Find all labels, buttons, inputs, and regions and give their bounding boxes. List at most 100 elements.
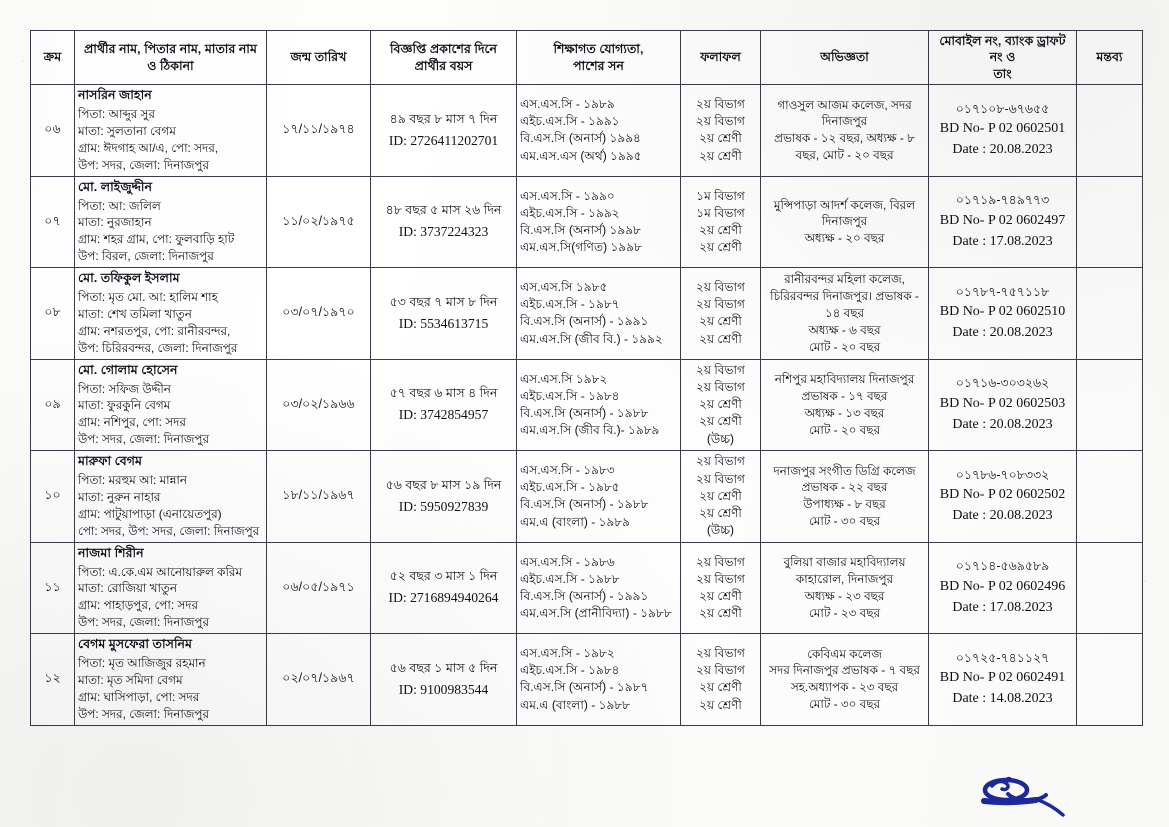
bank-draft-date: Date : 20.08.2023 bbox=[952, 508, 1053, 524]
experience-line: কেবিএম কলেজ bbox=[807, 646, 882, 661]
result-line: ২য় শ্রেণী bbox=[699, 131, 742, 146]
cell-applicant-name: নাজমা শিরীন পিতা: এ.কে.এম আনোয়ারুল করিম ম… bbox=[74, 541, 267, 635]
education-line: এইচ.এস.সি - ১৯৯১ bbox=[520, 114, 620, 129]
education-line: এম.এস.সি (প্রানীবিদ্যা) - ১৯৮৮ bbox=[520, 606, 672, 621]
cell-serial: ০৭ bbox=[30, 175, 75, 269]
mother-name: মাতা: মৃত সমিদা বেগম bbox=[78, 672, 183, 687]
cell-applicant-name: মো. তফিকুল ইসলাম পিতা: মৃত মো. আ: হালিম শ… bbox=[74, 267, 267, 360]
cell-result: ২য় বিভাগ ২য় বিভাগ ২য় শ্রেণী ২য় শ্রেণী (উ… bbox=[680, 358, 761, 452]
experience-line: মোট - ৩০ বছর bbox=[808, 514, 881, 529]
cell-serial: ১২ bbox=[30, 633, 75, 726]
education-line: বি.এস.সি (অনার্স) ১৯৯৪ bbox=[520, 131, 641, 146]
column-header-age-line2: প্রার্থীর বয়স bbox=[414, 58, 473, 73]
mother-name: মাতা: নুরজাহান bbox=[78, 215, 152, 230]
education-line: এইচ.এস.সি - ১৯৮৪ bbox=[520, 663, 620, 678]
cell-result: ২য় বিভাগ ২য় বিভাগ ২য় শ্রেণী ২য় শ্রেণী bbox=[680, 633, 761, 726]
column-header-name-line1: প্রার্থীর নাম, পিতার নাম, মাতার নাম bbox=[84, 42, 257, 57]
experience-line: অধ্যক্ষ - ১৩ বছর bbox=[804, 405, 885, 420]
mother-name: মাতা: ফুরকুনি বেগম bbox=[78, 398, 171, 413]
education-line: এইচ.এস.সি - ১৯৯২ bbox=[520, 205, 620, 220]
education-line: এইচ.এস.সি - ১৯৮৫ bbox=[520, 480, 620, 495]
mobile-number: ০১৭২৫-৭৪১১২৭ bbox=[955, 650, 1050, 665]
cell-experience: রানীরবন্দর মহিলা কলেজ, চিরিরবন্দর দিনাজপু… bbox=[760, 267, 929, 360]
column-header-result: ফলাফল bbox=[680, 29, 761, 86]
column-header-dob-label: জন্ম তারিখ bbox=[290, 50, 347, 65]
serial-value: ১১ bbox=[44, 579, 61, 594]
experience-line: প্রভাষক - ১২ বছর, অধ্যক্ষ - ৮ bbox=[774, 131, 915, 146]
cell-age: ৫৬ বছর ৮ মাস ১৯ দিন ID: 5950927839 bbox=[370, 450, 517, 543]
column-header-mobile: মোবাইল নং, ব্যাংক ড্রাফট নং ও তাং bbox=[928, 29, 1077, 86]
cell-remark bbox=[1076, 267, 1143, 360]
result-line: ২য় বিভাগ bbox=[696, 663, 745, 678]
education-line: এস.এস.সি - ১৯৮৩ bbox=[520, 463, 615, 478]
dob-value: ০৩/০২/১৯৬৬ bbox=[282, 396, 355, 411]
education-line: বি.এস.সি (অনার্স) - ১৯৮৭ bbox=[520, 680, 649, 695]
experience-line: রানীরবন্দর মহিলা কলেজ, bbox=[784, 272, 905, 287]
cell-date-of-birth: ০৩/০৭/১৯৭০ bbox=[266, 267, 371, 360]
cell-education: এস.এস.সি - ১৯৮৬ এইচ.এস.সি - ১৯৮৮ বি.এস.সি … bbox=[516, 541, 681, 635]
age-value: ৫৭ বছর ৬ মাস ৪ দিন bbox=[389, 386, 498, 401]
cell-result: ২য় বিভাগ ২য় বিভাগ ২য় শ্রেণী ২য় শ্রেণী bbox=[680, 541, 761, 635]
cell-applicant-name: নাসরিন জাহান পিতা: আব্দুর সুর মাতা: সুলতান… bbox=[74, 84, 267, 177]
table-row: ১২ বেগম মুসফেরা তাসনিম পিতা: মৃত আজিজুর রহ… bbox=[30, 633, 1143, 726]
cell-serial: ০৮ bbox=[30, 267, 75, 360]
age-value: ৪৮ বছর ৫ মাস ২৬ দিন bbox=[385, 203, 502, 218]
experience-line: গাওসুল আজম কলেজ, সদর bbox=[777, 97, 912, 112]
result-line: ২য় বিভাগ bbox=[696, 571, 745, 586]
education-line: এম.এ (বাংলা) - ১৯৮৯ bbox=[520, 514, 630, 529]
national-id-value: ID: 2716894940264 bbox=[388, 590, 499, 606]
result-line: ২য় বিভাগ bbox=[696, 362, 745, 377]
cell-mobile-bankdraft: ০১৭৮৭-৭৫৭১১৮ BD No- P 02 0602510 Date : 20… bbox=[928, 267, 1077, 360]
experience-line: অধ্যক্ষ - ২৩ বছর bbox=[804, 588, 885, 603]
result-line: ২য় শ্রেণী bbox=[699, 314, 742, 329]
bank-draft-number: BD No- P 02 0602503 bbox=[939, 395, 1066, 411]
table-header: ক্রম প্রার্থীর নাম, পিতার নাম, মাতার নাম… bbox=[30, 29, 1143, 86]
experience-line: দিনাজপুর bbox=[821, 114, 868, 129]
cell-education: এস.এস.সি ১৯৮৫ এইচ.এস.সি - ১৯৮৭ বি.এস.সি (অ… bbox=[516, 267, 681, 360]
table-row: ০৭ মো. লাইজুদ্দীন পিতা: আ: জলিল মাতা: নুরজা… bbox=[30, 175, 1143, 269]
age-value: ৫৩ বছর ৭ মাস ৮ দিন bbox=[389, 294, 498, 309]
address-line-1: গ্রাম: ঘাসিপাড়া, পো: সদর bbox=[78, 689, 200, 704]
education-line: এইচ.এস.সি - ১৯৮৭ bbox=[520, 297, 620, 312]
bank-draft-number: BD No- P 02 0602502 bbox=[939, 487, 1066, 503]
address-line-2: উপ: সদর, জেলা: দিনাজপুর bbox=[78, 432, 210, 447]
cell-remark bbox=[1076, 450, 1143, 543]
age-value: ৪৯ বছর ৮ মাস ৭ দিন bbox=[389, 111, 498, 126]
dob-value: ০৬/০৫/১৯৭১ bbox=[282, 579, 355, 594]
cell-remark bbox=[1076, 175, 1143, 269]
cell-serial: ০৯ bbox=[30, 358, 75, 452]
result-line: ২য় বিভাগ bbox=[696, 454, 745, 469]
cell-mobile-bankdraft: ০১৭১৪-৫৬৯৫৮৯ BD No- P 02 0602496 Date : 17… bbox=[928, 541, 1077, 635]
result-line: (উচ্চ) bbox=[706, 431, 735, 446]
education-line: এস.এস.সি - ১৯৮২ bbox=[520, 646, 615, 661]
national-id-value: ID: 3742854957 bbox=[398, 407, 489, 423]
result-line: ২য় বিভাগ bbox=[696, 646, 745, 661]
table-row: ০৬ নাসরিন জাহান পিতা: আব্দুর সুর মাতা: সুলত… bbox=[30, 84, 1143, 177]
cell-result: ১ম বিভাগ ১ম বিভাগ ২য় শ্রেণী ২য় শ্রেণী bbox=[680, 175, 761, 269]
address-line-1: গ্রাম: নশরতপুর, পো: রানীরবন্দর, bbox=[78, 323, 231, 338]
experience-line: মোট - ২০ বছর bbox=[808, 422, 881, 437]
father-name: পিতা: মরহুম আ: মান্নান bbox=[78, 473, 187, 487]
experience-line: চিরিরবন্দর দিনাজপুর। প্রভাষক - bbox=[770, 289, 919, 304]
experience-line: প্রভাষক - ১৭ বছর bbox=[801, 388, 888, 403]
applicant-table: ক্রম প্রার্থীর নাম, পিতার নাম, মাতার নাম… bbox=[30, 29, 1143, 726]
edge-artifact-left: · bbox=[22, 58, 25, 65]
result-line: ২য় বিভাগ bbox=[696, 380, 745, 395]
column-header-name-line2: ও ঠিকানা bbox=[147, 58, 194, 73]
cell-applicant-name: মো. লাইজুদ্দীন পিতা: আ: জলিল মাতা: নুরজাহা… bbox=[74, 175, 267, 269]
bank-draft-date: Date : 20.08.2023 bbox=[952, 325, 1053, 341]
cell-date-of-birth: ১৮/১১/১৯৬৭ bbox=[266, 450, 371, 543]
column-header-age: বিজ্ঞপ্তি প্রকাশের দিনে প্রার্থীর বয়স bbox=[370, 29, 517, 86]
cell-experience: বুলিয়া বাজার মহাবিদ্যালয় কাহারোল, দিনাজ… bbox=[760, 541, 929, 635]
column-header-remark-label: মন্তব্য bbox=[1096, 50, 1123, 65]
cell-age: ৪৮ বছর ৫ মাস ২৬ দিন ID: 3737224323 bbox=[370, 175, 517, 269]
bank-draft-date: Date : 17.08.2023 bbox=[952, 233, 1053, 249]
result-line: ২য় শ্রেণী bbox=[699, 588, 742, 603]
education-line: এম.এস.সি(গণিত) ১৯৯৮ bbox=[520, 240, 642, 255]
column-header-age-line1: বিজ্ঞপ্তি প্রকাশের দিনে bbox=[389, 42, 498, 57]
cell-date-of-birth: ১১/০২/১৯৭৫ bbox=[266, 175, 371, 269]
column-header-experience: অভিজ্ঞতা bbox=[760, 29, 929, 86]
edge-artifact-right: · bbox=[1144, 578, 1147, 585]
education-line: এস.এস.সি - ১৯৮৯ bbox=[520, 97, 615, 112]
cell-experience: মুন্সিপাড়া আদর্শ কলেজ, বিরল দিনাজপুর অধ্য… bbox=[760, 175, 929, 269]
